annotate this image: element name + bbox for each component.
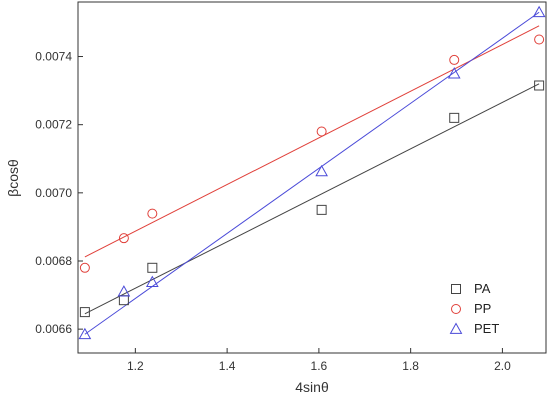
x-tick-label: 1.4: [219, 359, 236, 373]
legend-label-pp: PP: [474, 301, 491, 316]
legend: PA PP PET: [449, 281, 499, 336]
y-tick-labels: 0.0066 0.0068 0.0070 0.0072 0.0074: [35, 50, 72, 337]
data-point-pa: [79, 307, 90, 318]
data-point-pp: [449, 54, 460, 65]
x-axis: [134, 348, 503, 353]
fit-line-pa: [84, 83, 540, 315]
x-axis-label: 4sinθ: [295, 379, 329, 395]
plot-frame: [77, 1, 547, 354]
y-tick-label: 0.0072: [35, 118, 72, 132]
data-point-pp: [147, 208, 158, 219]
legend-marker-pp: [451, 304, 461, 314]
legend-markers: [449, 284, 463, 334]
data-point-pa: [449, 112, 460, 123]
data-point-pet: [315, 164, 328, 177]
y-axis-label: βcosθ: [5, 159, 21, 197]
fit-lines: [84, 11, 540, 335]
legend-marker-pa: [451, 284, 461, 294]
data-point-pet: [447, 67, 461, 79]
data-point-pet: [145, 275, 159, 288]
legend-marker-pet: [449, 322, 463, 334]
y-axis: [78, 56, 83, 330]
x-tick-label: 1.2: [127, 359, 144, 373]
x-tick-labels: 1.2 1.4 1.6 1.8 2.0: [127, 359, 511, 373]
data-point-pp: [118, 233, 129, 244]
y-tick-label: 0.0070: [35, 186, 72, 200]
data-markers: [78, 5, 546, 340]
data-point-pet: [532, 5, 546, 18]
x-tick-label: 2.0: [494, 359, 511, 373]
data-point-pa: [118, 295, 129, 306]
legend-label-pet: PET: [474, 321, 499, 336]
data-point-pp: [316, 126, 327, 137]
x-tick-label: 1.6: [311, 359, 328, 373]
data-point-pp: [79, 262, 90, 273]
data-point-pa: [316, 204, 327, 215]
data-point-pp: [534, 34, 545, 45]
y-tick-label: 0.0074: [35, 50, 72, 64]
legend-label-pa: PA: [474, 281, 491, 296]
y-tick-label: 0.0066: [35, 322, 72, 336]
fit-line-pp: [84, 25, 540, 258]
data-point-pet: [78, 327, 92, 340]
y-tick-label: 0.0068: [35, 254, 72, 268]
fit-line-pet: [84, 11, 540, 335]
data-point-pet: [117, 285, 131, 297]
data-point-pa: [534, 80, 545, 91]
x-tick-label: 1.8: [402, 359, 419, 373]
data-point-pa: [147, 262, 158, 273]
